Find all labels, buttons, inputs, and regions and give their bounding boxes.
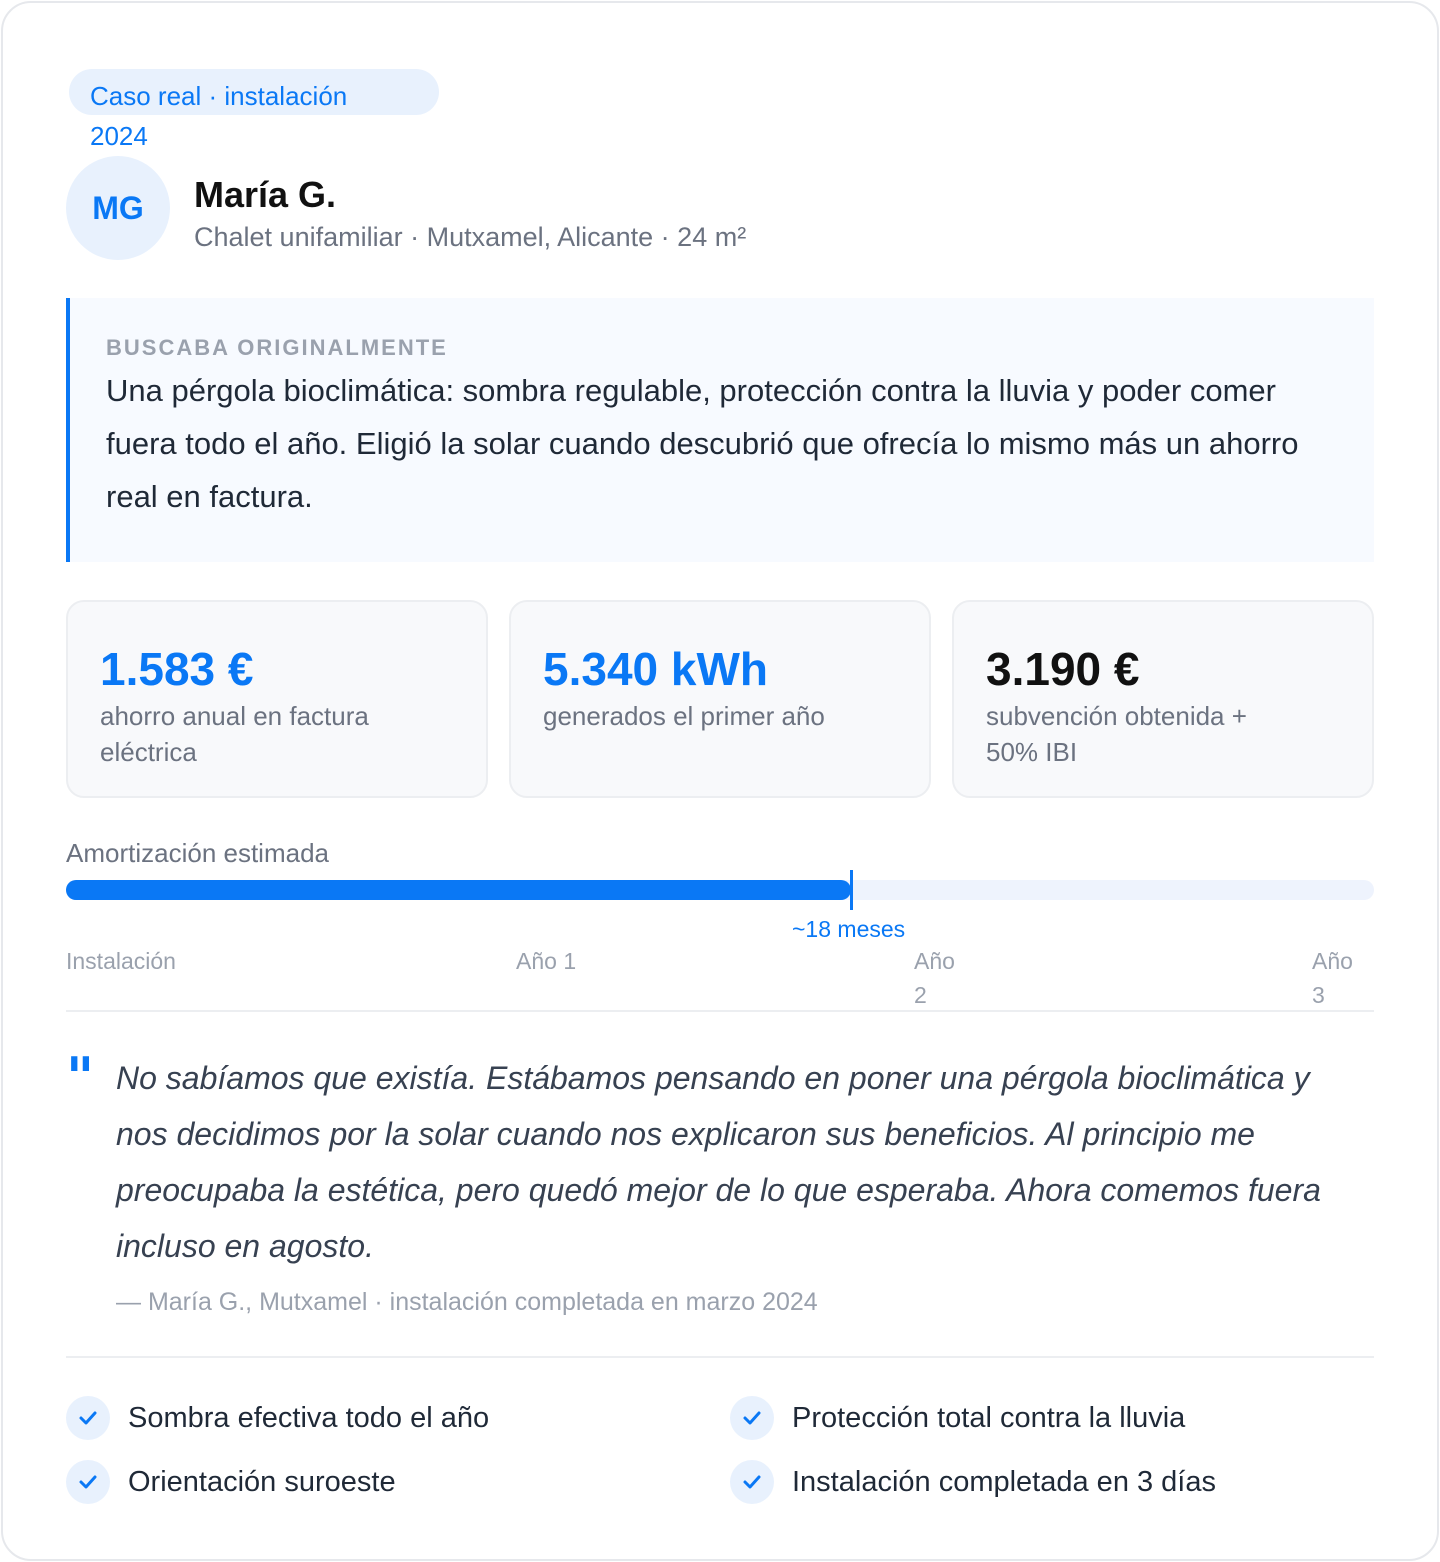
check-icon [66, 1396, 110, 1440]
client-name: María G. [194, 174, 337, 215]
divider [66, 1356, 1374, 1358]
timeline-tick: Instalación [66, 948, 176, 974]
stat-label: generados el primer año [543, 701, 825, 731]
stat-label: ahorro anual en factura eléctrica [100, 701, 369, 767]
stat-label: subvención obtenida + 50% IBI [986, 701, 1247, 767]
amortization-progress-bar [66, 870, 1374, 910]
testimonial-text: No sabíamos que existía. Estábamos pensa… [116, 1060, 1321, 1264]
case-badge [69, 69, 439, 115]
stat-card-energy: 5.340 kWh generados el primer año [509, 600, 931, 798]
feature-item: Instalación completada en 3 días [730, 1460, 1216, 1504]
quote-icon: " [66, 1046, 95, 1109]
case-badge-label: Caso real · instalación 2024 [90, 81, 348, 151]
timeline-tick: Año 2 [914, 948, 955, 1008]
amortization-progress-fill [66, 880, 851, 900]
original-need-box: BUSCABA ORIGINALMENTE Una pérgola biocli… [66, 298, 1374, 562]
stat-value: 1.583 € [100, 643, 254, 695]
check-icon [730, 1396, 774, 1440]
original-need-text: Una pérgola bioclimática: sombra regulab… [106, 373, 1299, 514]
feature-item: Protección total contra la lluvia [730, 1396, 1185, 1440]
feature-item: Sombra efectiva todo el año [66, 1396, 489, 1440]
feature-label: Protección total contra la lluvia [792, 1401, 1186, 1434]
feature-item: Orientación suroeste [66, 1460, 396, 1504]
timeline-tick: Año 3 [1312, 948, 1353, 1008]
divider [66, 1010, 1374, 1012]
avatar: MG [66, 156, 170, 260]
check-icon [730, 1460, 774, 1504]
feature-label: Instalación completada en 3 días [792, 1465, 1216, 1498]
feature-label: Orientación suroeste [128, 1465, 396, 1498]
client-meta: Chalet unifamiliar · Mutxamel, Alicante … [194, 222, 747, 252]
testimonial-attribution: — María G., Mutxamel · instalación compl… [116, 1288, 818, 1316]
stat-card-savings: 1.583 € ahorro anual en factura eléctric… [66, 600, 488, 798]
payback-marker [849, 870, 853, 910]
payback-label: ~18 meses [792, 916, 906, 942]
check-icon [66, 1460, 110, 1504]
amortization-title: Amortización estimada [66, 838, 329, 868]
stat-value: 5.340 kWh [543, 643, 768, 695]
stat-card-subsidy: 3.190 € subvención obtenida + 50% IBI [952, 600, 1374, 798]
stat-value: 3.190 € [986, 643, 1140, 695]
timeline-tick: Año 1 [516, 948, 577, 974]
original-need-label: BUSCABA ORIGINALMENTE [106, 335, 448, 360]
feature-label: Sombra efectiva todo el año [128, 1401, 490, 1434]
